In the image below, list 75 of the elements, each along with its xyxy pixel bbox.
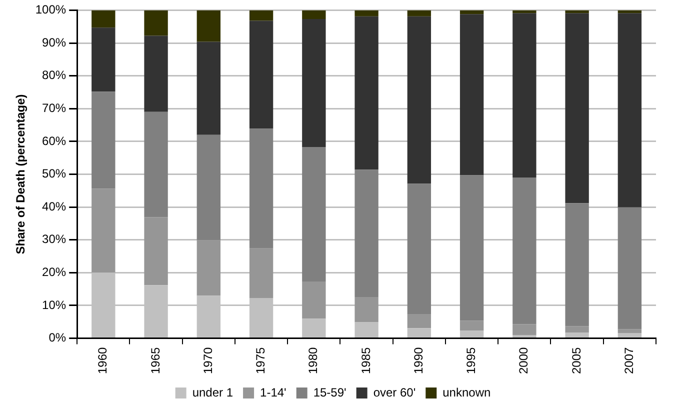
bar [196, 42, 221, 135]
bar [512, 335, 536, 338]
y-tick-label: 80% [42, 68, 66, 82]
bar [407, 328, 432, 338]
legend-label: 1-14' [260, 385, 286, 400]
bar [354, 296, 378, 322]
bar [512, 178, 536, 324]
y-tick-label: 40% [42, 199, 66, 214]
x-tick-label: 1975 [254, 346, 268, 374]
bar [618, 333, 642, 338]
x-tick-label: 1990 [411, 346, 426, 374]
y-tick-label: 0% [48, 330, 66, 345]
bar [407, 314, 432, 328]
x-tick-label: 1985 [358, 346, 373, 374]
bar [196, 134, 221, 240]
bar [618, 13, 642, 208]
x-tick-label: 2005 [569, 346, 584, 374]
bar [249, 20, 274, 129]
bar [302, 147, 326, 282]
bar [565, 13, 589, 204]
y-tick-label: 50% [42, 166, 66, 181]
bar [144, 10, 168, 36]
bar [302, 282, 326, 319]
y-tick-label: 100% [35, 2, 66, 17]
bar [354, 170, 378, 297]
x-tick-label: 1965 [148, 346, 162, 374]
legend-label: unknown [442, 385, 491, 400]
bar [460, 320, 484, 331]
bar [354, 10, 378, 16]
bar [144, 36, 168, 112]
y-tick-label: 30% [42, 232, 66, 246]
bar [302, 19, 326, 148]
bar [92, 28, 116, 92]
bar [249, 248, 274, 298]
bar [618, 329, 642, 334]
legend-label: over 60' [373, 385, 416, 400]
bar [460, 330, 484, 338]
y-axis-title: Share of Death (percentage) [14, 94, 28, 254]
bar [565, 326, 589, 333]
legend-label: under 1 [192, 385, 234, 400]
bar [302, 10, 326, 20]
bar [196, 240, 221, 296]
bar [249, 128, 274, 248]
x-tick-label: 1960 [96, 346, 110, 374]
bar [302, 318, 326, 338]
bar [460, 14, 484, 176]
y-tick-label: 10% [42, 298, 66, 312]
bar [144, 217, 168, 286]
bar [565, 203, 589, 326]
bar [144, 112, 168, 218]
bar [92, 92, 116, 189]
bar [407, 10, 432, 16]
bar [407, 184, 432, 314]
bar [354, 322, 378, 338]
legend-label: 15-59' [313, 385, 346, 400]
bar [92, 10, 116, 28]
x-tick-label: 2007 [622, 346, 636, 374]
bar [249, 10, 274, 21]
bar [407, 16, 432, 184]
bar [512, 324, 536, 336]
bar [565, 332, 589, 338]
y-tick-label: 70% [42, 100, 66, 115]
x-tick-label: 1995 [464, 346, 478, 374]
bar [196, 10, 221, 42]
bar [512, 13, 536, 178]
x-tick-label: 1970 [200, 346, 215, 374]
bar [460, 175, 484, 321]
y-tick-label: 90% [42, 35, 66, 50]
bar [92, 188, 116, 273]
y-tick-label: 60% [42, 134, 66, 148]
x-tick-label: 1980 [306, 346, 320, 374]
bar [354, 16, 378, 170]
bar [618, 207, 642, 330]
x-tick-label: 2000 [516, 346, 531, 374]
y-tick-label: 20% [42, 264, 66, 279]
